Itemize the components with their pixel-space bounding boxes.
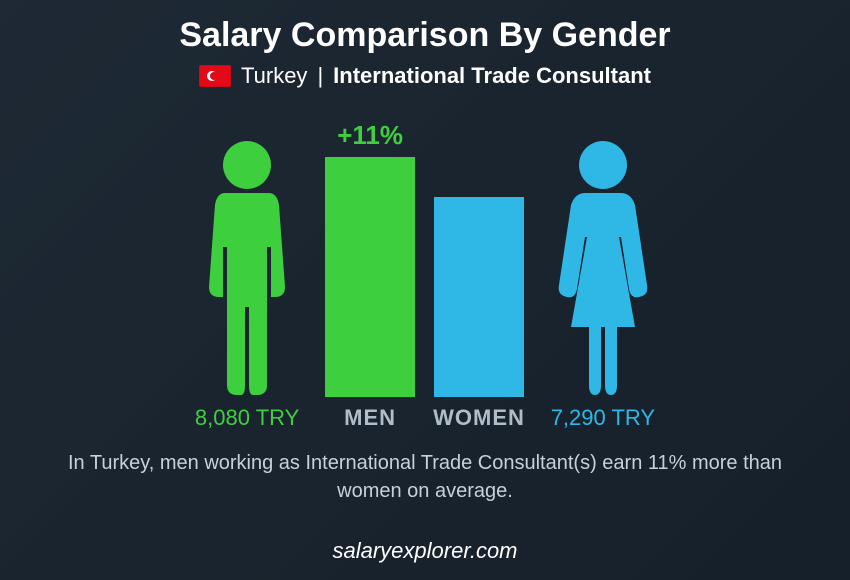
turkey-flag-icon	[199, 65, 231, 87]
separator: |	[317, 63, 323, 89]
footer: salaryexplorer.com	[0, 538, 850, 564]
women-category-label: WOMEN	[433, 405, 525, 431]
chart-area: 8,080 TRY +11% MEN WOMEN 7,290 TRY	[75, 101, 775, 431]
job-title: International Trade Consultant	[333, 63, 651, 89]
women-bar	[434, 197, 524, 397]
female-icon-column: 7,290 TRY	[543, 137, 663, 431]
men-bar	[325, 157, 415, 397]
male-person-icon	[187, 137, 307, 397]
footer-link[interactable]: salaryexplorer.com	[332, 538, 517, 563]
caption-text: In Turkey, men working as International …	[65, 449, 785, 505]
female-person-icon	[543, 137, 663, 397]
men-category-label: MEN	[344, 405, 396, 431]
main-title: Salary Comparison By Gender	[179, 16, 670, 55]
infographic-container: Salary Comparison By Gender Turkey | Int…	[0, 0, 850, 580]
country-label: Turkey	[241, 63, 307, 89]
women-bar-column: WOMEN	[433, 197, 525, 431]
women-salary: 7,290 TRY	[551, 405, 655, 431]
men-bar-column: +11% MEN	[325, 120, 415, 431]
percent-delta-label: +11%	[337, 120, 403, 151]
subtitle-row: Turkey | International Trade Consultant	[199, 63, 651, 89]
male-icon-column: 8,080 TRY	[187, 137, 307, 431]
men-salary: 8,080 TRY	[195, 405, 299, 431]
bar-chart: 8,080 TRY +11% MEN WOMEN 7,290 TRY	[187, 101, 663, 431]
